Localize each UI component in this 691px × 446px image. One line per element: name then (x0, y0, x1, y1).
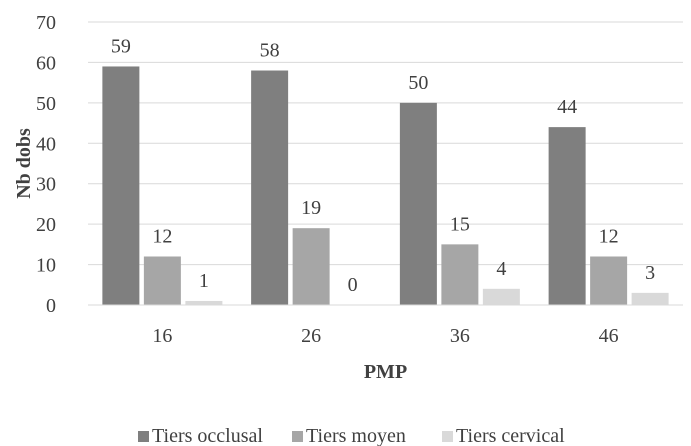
y-axis-title: Nb dobs (13, 128, 35, 199)
x-tick-label: 16 (152, 325, 172, 347)
data-label: 4 (496, 258, 506, 280)
data-label: 50 (408, 72, 428, 94)
data-label: 15 (450, 213, 470, 235)
legend: Tiers occlusal Tiers moyen Tiers cervical (138, 425, 565, 446)
x-tick-label: 36 (450, 325, 470, 347)
data-label: 58 (260, 40, 280, 62)
legend-label: Tiers occlusal (152, 425, 263, 446)
bar-tiers-moyen-16 (143, 256, 181, 305)
y-tick-label: 60 (36, 52, 56, 74)
x-tick-label: 26 (301, 325, 321, 347)
x-axis-ticks: 16 26 36 46 (152, 325, 618, 347)
y-tick-label: 10 (36, 255, 56, 277)
y-tick-label: 70 (36, 12, 56, 34)
legend-swatch (292, 431, 303, 442)
data-label: 12 (599, 225, 619, 247)
bar-tiers-occlusal-16 (102, 66, 140, 305)
bars (102, 66, 669, 305)
bar-tiers-cervical-36 (482, 288, 520, 305)
x-axis-title: PMP (364, 361, 407, 383)
legend-label: Tiers cervical (456, 425, 565, 446)
data-label: 1 (199, 270, 209, 292)
data-label: 12 (152, 225, 172, 247)
legend-swatch (138, 431, 149, 442)
gridlines (88, 21, 683, 266)
data-label: 59 (111, 35, 131, 57)
y-tick-label: 0 (46, 295, 56, 317)
data-label: 19 (301, 197, 321, 219)
bar-tiers-cervical-46 (631, 292, 669, 305)
bar-tiers-occlusal-26 (251, 70, 289, 305)
data-label: 44 (557, 96, 577, 118)
bar-tiers-moyen-36 (441, 244, 479, 305)
x-tick-label: 46 (599, 325, 619, 347)
data-label: 0 (348, 274, 358, 296)
legend-swatch (442, 431, 453, 442)
y-tick-label: 30 (36, 174, 56, 196)
data-label: 3 (645, 262, 655, 284)
legend-label: Tiers moyen (306, 425, 406, 446)
bar-tiers-cervical-16 (185, 300, 223, 305)
y-tick-label: 20 (36, 214, 56, 236)
bar-tiers-moyen-26 (292, 228, 330, 305)
bar-tiers-moyen-46 (590, 256, 628, 305)
bar-tiers-occlusal-36 (399, 102, 437, 305)
y-axis-ticks: 0 10 20 30 40 50 60 70 (36, 12, 56, 317)
bar-tiers-occlusal-46 (548, 127, 586, 305)
y-tick-label: 40 (36, 133, 56, 155)
y-tick-label: 50 (36, 93, 56, 115)
